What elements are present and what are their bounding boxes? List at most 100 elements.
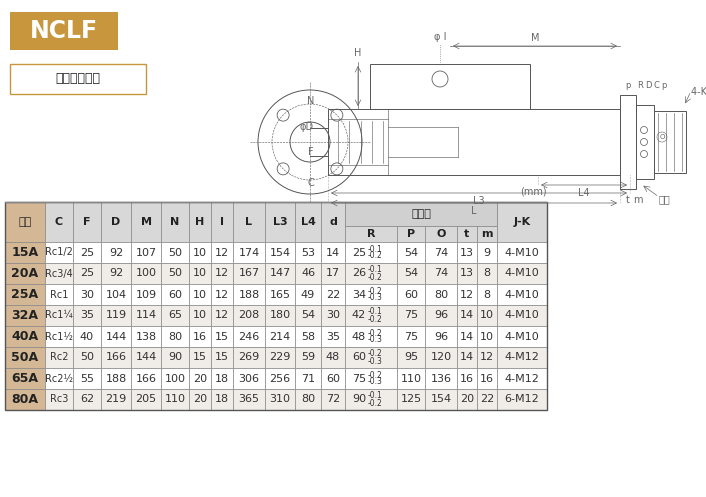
Bar [321,326,345,347]
Text: 42: 42 [352,311,366,321]
Bar [73,202,101,226]
Bar [397,242,425,263]
Text: 144: 144 [136,352,157,362]
Bar [131,326,161,347]
Bar [73,202,101,242]
Text: 4-M10: 4-M10 [505,331,539,341]
Text: 30: 30 [326,311,340,321]
Bar [45,202,73,226]
Text: 58: 58 [301,331,315,341]
Text: -0.2: -0.2 [368,286,383,296]
Bar [211,263,233,284]
Bar [161,389,189,410]
Bar [295,242,321,263]
Text: Rc1½: Rc1½ [45,331,73,341]
Text: 12: 12 [215,248,229,257]
Text: 365: 365 [239,395,260,405]
Text: Rc2: Rc2 [49,352,68,362]
Bar [189,202,211,242]
Bar [5,326,45,347]
Text: 法兰部: 法兰部 [411,209,431,219]
Bar [233,389,265,410]
Text: 62: 62 [80,395,94,405]
Text: -0.2: -0.2 [368,370,383,380]
Text: 14: 14 [460,311,474,321]
Bar [497,347,547,368]
Text: 205: 205 [136,395,157,405]
Text: Rc1/2: Rc1/2 [45,248,73,257]
Bar [345,347,397,368]
Bar [101,326,131,347]
Text: 147: 147 [270,268,291,278]
Text: 26: 26 [352,268,366,278]
Text: Rc3: Rc3 [50,395,68,405]
Text: 16: 16 [480,374,494,384]
Text: R: R [637,81,643,90]
Text: R: R [366,229,376,239]
Text: 110: 110 [400,374,421,384]
Text: Rc3/4: Rc3/4 [45,268,73,278]
Bar [45,242,73,263]
Text: 10: 10 [193,248,207,257]
Bar [5,242,45,263]
Bar [477,347,497,368]
Bar [345,202,397,226]
Text: 13: 13 [460,268,474,278]
Bar [457,242,477,263]
Bar [131,305,161,326]
Bar [101,202,131,242]
Text: 110: 110 [164,395,186,405]
Text: -0.3: -0.3 [368,378,383,387]
Text: 60: 60 [168,289,182,300]
Text: 15A: 15A [11,246,39,259]
Bar [211,284,233,305]
Bar [345,263,397,284]
Text: 136: 136 [431,374,452,384]
Text: 166: 166 [105,352,126,362]
Text: 54: 54 [404,248,418,257]
Bar [497,263,547,284]
Bar [345,284,397,305]
Text: 144: 144 [105,331,126,341]
Bar [73,305,101,326]
Text: 96: 96 [434,311,448,321]
Text: 4-M10: 4-M10 [505,289,539,300]
Bar [321,263,345,284]
Bar [189,347,211,368]
Text: 180: 180 [270,311,291,321]
Bar [295,389,321,410]
Text: 80: 80 [301,395,315,405]
Text: 50: 50 [168,268,182,278]
Text: φD: φD [300,122,314,132]
Bar [233,347,265,368]
Bar [233,284,265,305]
Text: 25: 25 [80,268,94,278]
Bar [477,242,497,263]
Bar [5,368,45,389]
Text: 22: 22 [480,395,494,405]
Text: 109: 109 [136,289,157,300]
Bar [211,242,233,263]
Bar [131,202,161,226]
Text: 12: 12 [215,268,229,278]
Bar [457,368,477,389]
Text: N: N [170,217,179,227]
Bar [397,226,425,242]
Bar [497,305,547,326]
Text: 54: 54 [301,311,315,321]
Bar [189,263,211,284]
Bar [189,202,211,226]
Bar [425,368,457,389]
Bar [211,368,233,389]
Bar [497,202,547,226]
Text: 8: 8 [484,268,491,278]
Bar [425,347,457,368]
Text: O: O [436,229,445,239]
Bar [265,389,295,410]
Bar [233,242,265,263]
Bar [477,305,497,326]
Bar [345,202,497,226]
Text: 25: 25 [80,248,94,257]
Text: 107: 107 [136,248,157,257]
Bar [321,347,345,368]
